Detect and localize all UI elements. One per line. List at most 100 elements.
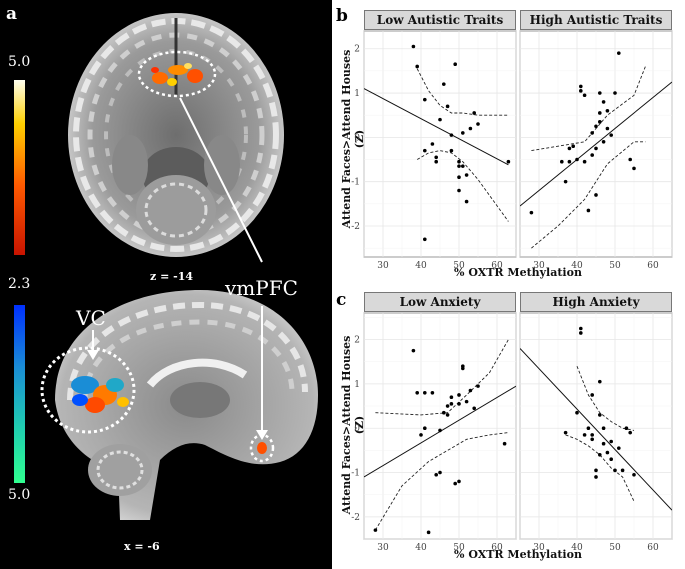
x-tick-label: 50	[453, 261, 465, 271]
confidence-band-line	[375, 432, 509, 531]
sagittal-brain-slice	[40, 290, 318, 520]
data-point	[415, 390, 419, 395]
data-point	[617, 51, 621, 55]
data-point	[423, 97, 427, 102]
x-tick-label: 60	[647, 543, 659, 553]
strip-high-autistic-traits: High Autistic Traits	[520, 10, 672, 30]
data-point	[601, 139, 606, 144]
data-point	[575, 410, 579, 415]
data-point	[457, 159, 461, 164]
data-point	[457, 164, 461, 168]
data-point	[445, 104, 450, 109]
data-point	[590, 437, 594, 442]
data-point	[594, 193, 598, 197]
data-point	[598, 111, 602, 115]
x-tick-label: 40	[415, 261, 427, 271]
data-point	[590, 153, 594, 157]
confidence-band-line	[565, 434, 635, 502]
data-point	[598, 453, 602, 457]
chart-panels: b c Low Autistic Traits High Autistic Tr…	[332, 0, 685, 569]
data-point	[457, 479, 461, 484]
data-point	[373, 528, 378, 532]
data-point	[620, 468, 625, 473]
regression-line	[520, 81, 672, 207]
y-tick-label: -2	[351, 222, 360, 232]
x-tick-label: 60	[491, 261, 503, 271]
data-point	[594, 124, 598, 129]
data-point	[423, 148, 427, 153]
data-point	[434, 155, 438, 160]
data-point	[453, 481, 457, 486]
x-tick-label: 40	[571, 261, 583, 271]
data-point	[423, 237, 427, 242]
x-tick-label: 60	[647, 261, 659, 271]
confidence-band-line	[531, 141, 646, 249]
data-point	[449, 133, 454, 137]
data-point	[594, 146, 598, 151]
data-point	[586, 426, 591, 431]
data-point	[594, 468, 598, 473]
data-point	[613, 468, 617, 473]
x-tick-label: 50	[453, 543, 465, 553]
data-point	[468, 388, 473, 393]
y-tick-label: 2	[354, 336, 360, 346]
data-point	[586, 208, 591, 213]
charts-svg: 30 40 50 60 -2 -1 0 1 2 30 40 50 60 30 40 50 60 -2 -1 0 1 2 30…	[351, 30, 673, 553]
data-point	[605, 108, 610, 113]
data-point	[476, 384, 480, 388]
x-tick-label: 30	[533, 261, 545, 271]
data-point	[632, 166, 636, 171]
data-point	[411, 44, 416, 49]
regression-line	[364, 88, 509, 166]
vc-roi-circle	[40, 346, 136, 434]
y-tick-label: 1	[354, 380, 360, 390]
data-point	[423, 426, 427, 431]
x-tick-label: 50	[609, 543, 621, 553]
panel-c-xlabel: % OXTR Methylation	[454, 548, 582, 561]
data-point	[430, 142, 435, 146]
panel-b-letter: b	[336, 6, 348, 26]
data-point	[461, 164, 465, 168]
data-point	[438, 470, 442, 475]
data-point	[598, 413, 602, 417]
y-tick-label: 0	[354, 133, 360, 143]
x-tick-label: 40	[571, 543, 583, 553]
confidence-band-line	[416, 150, 509, 222]
data-point	[506, 159, 511, 164]
x-tick-label: 30	[377, 261, 389, 271]
data-point	[598, 379, 602, 384]
data-point	[579, 89, 583, 93]
strip-low-autistic-traits: Low Autistic Traits	[364, 10, 516, 30]
data-point	[579, 331, 583, 335]
data-point	[567, 159, 572, 164]
x-tick-label: 60	[491, 543, 503, 553]
data-point	[476, 122, 480, 126]
strip-low-anxiety: Low Anxiety	[364, 292, 516, 312]
y-tick-label: -1	[351, 178, 360, 188]
data-point	[442, 82, 446, 86]
axial-coordinate-label: z = -14	[150, 270, 193, 283]
x-tick-label: 30	[377, 543, 389, 553]
confidence-band-line	[416, 68, 509, 116]
data-point	[430, 390, 435, 395]
data-point	[434, 159, 438, 164]
data-point	[449, 395, 454, 399]
data-point	[598, 120, 602, 124]
data-point	[632, 472, 636, 477]
data-point	[579, 326, 583, 331]
confidence-band-line	[576, 366, 635, 431]
data-point	[563, 430, 568, 435]
data-point	[605, 126, 610, 131]
data-point	[502, 441, 507, 446]
brain-images	[14, 13, 318, 520]
y-tick-label: -1	[351, 469, 360, 479]
regression-line	[520, 348, 672, 511]
y-tick-label: -2	[351, 513, 360, 523]
data-point	[609, 439, 613, 444]
data-point	[438, 428, 442, 433]
data-point	[457, 393, 461, 397]
data-point	[464, 173, 469, 177]
data-point	[628, 157, 632, 162]
vmpfc-label: vmPFC	[225, 276, 298, 300]
y-tick-label: 1	[354, 89, 360, 99]
